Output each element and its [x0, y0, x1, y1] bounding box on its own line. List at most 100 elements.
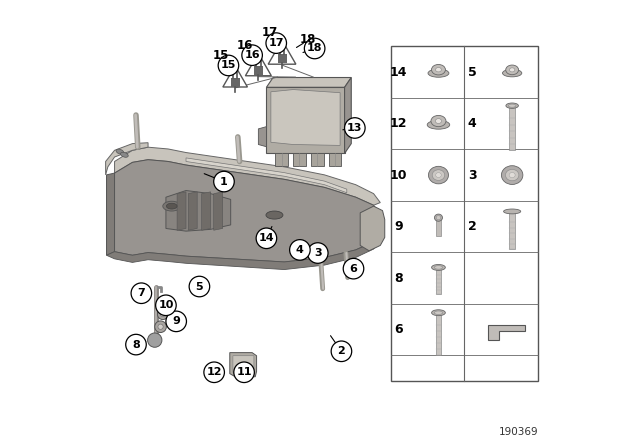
Text: 12: 12	[207, 367, 222, 377]
Polygon shape	[275, 153, 288, 166]
Circle shape	[148, 333, 162, 347]
Text: 12: 12	[390, 117, 407, 130]
Polygon shape	[245, 53, 271, 76]
Ellipse shape	[116, 149, 124, 154]
Ellipse shape	[506, 169, 519, 181]
Polygon shape	[233, 356, 254, 375]
Text: 9: 9	[172, 316, 180, 326]
Text: 13: 13	[347, 123, 362, 133]
Bar	[436, 313, 441, 355]
Text: 190369: 190369	[499, 427, 538, 438]
Polygon shape	[266, 87, 344, 153]
Bar	[436, 218, 441, 236]
Ellipse shape	[504, 209, 521, 214]
Text: 6: 6	[349, 264, 357, 274]
Circle shape	[331, 341, 352, 362]
Ellipse shape	[509, 172, 515, 177]
Circle shape	[343, 258, 364, 279]
Polygon shape	[268, 40, 296, 64]
Circle shape	[161, 312, 165, 317]
Polygon shape	[177, 192, 186, 230]
Ellipse shape	[508, 104, 516, 107]
Bar	[436, 267, 441, 294]
Text: 10: 10	[158, 300, 173, 310]
Polygon shape	[293, 153, 306, 166]
Ellipse shape	[506, 65, 518, 75]
Circle shape	[290, 240, 310, 260]
Polygon shape	[115, 159, 380, 262]
Circle shape	[157, 309, 168, 319]
Text: 15: 15	[212, 49, 229, 62]
Ellipse shape	[431, 310, 445, 316]
Circle shape	[242, 45, 262, 65]
Circle shape	[156, 295, 176, 315]
Polygon shape	[311, 153, 324, 166]
Text: 4: 4	[468, 117, 477, 130]
Polygon shape	[223, 66, 248, 87]
Text: 8: 8	[132, 340, 140, 349]
Text: 3: 3	[314, 248, 321, 258]
Polygon shape	[214, 192, 223, 230]
Text: 3: 3	[468, 168, 477, 181]
Text: 17: 17	[262, 26, 278, 39]
Ellipse shape	[166, 203, 177, 209]
Polygon shape	[271, 90, 340, 146]
Polygon shape	[360, 206, 385, 251]
Circle shape	[234, 362, 254, 383]
Bar	[509, 106, 515, 151]
Text: 5: 5	[468, 65, 477, 78]
Ellipse shape	[428, 69, 449, 77]
Text: 10: 10	[390, 168, 407, 181]
Ellipse shape	[435, 119, 442, 123]
Text: 1: 1	[220, 177, 228, 186]
Circle shape	[305, 38, 325, 59]
Ellipse shape	[506, 103, 518, 108]
Circle shape	[158, 324, 163, 329]
Ellipse shape	[502, 69, 522, 77]
Circle shape	[166, 311, 186, 332]
Text: 18: 18	[300, 34, 316, 47]
Polygon shape	[106, 234, 380, 270]
Ellipse shape	[432, 170, 445, 181]
Ellipse shape	[436, 215, 441, 220]
Circle shape	[266, 33, 287, 53]
Circle shape	[189, 276, 210, 297]
Circle shape	[344, 118, 365, 138]
Circle shape	[125, 334, 147, 355]
Ellipse shape	[436, 172, 441, 177]
Ellipse shape	[431, 116, 446, 127]
Text: 4: 4	[296, 245, 304, 255]
Text: 18: 18	[307, 43, 323, 53]
Ellipse shape	[163, 201, 180, 211]
Ellipse shape	[509, 68, 515, 72]
Text: 8: 8	[394, 271, 403, 284]
Text: 14: 14	[259, 233, 274, 243]
Ellipse shape	[120, 152, 128, 157]
Text: 16: 16	[237, 39, 253, 52]
Circle shape	[155, 321, 166, 332]
Text: 9: 9	[394, 220, 403, 233]
Text: 16: 16	[244, 50, 260, 60]
Polygon shape	[266, 78, 351, 87]
Polygon shape	[106, 173, 115, 255]
Ellipse shape	[428, 166, 449, 184]
Polygon shape	[115, 147, 380, 205]
Polygon shape	[230, 353, 257, 377]
Circle shape	[307, 243, 328, 263]
Text: 11: 11	[236, 367, 252, 377]
Circle shape	[256, 228, 276, 249]
Text: 5: 5	[196, 281, 204, 292]
Bar	[254, 66, 263, 75]
Text: 15: 15	[221, 60, 236, 70]
Bar	[509, 211, 515, 250]
Text: 17: 17	[269, 38, 284, 48]
Ellipse shape	[266, 211, 283, 219]
Text: 6: 6	[394, 323, 403, 336]
Ellipse shape	[431, 264, 445, 271]
Polygon shape	[329, 153, 341, 166]
Ellipse shape	[435, 311, 443, 314]
Text: 7: 7	[138, 288, 145, 298]
Circle shape	[204, 362, 225, 383]
Ellipse shape	[431, 65, 445, 75]
Polygon shape	[106, 143, 148, 175]
